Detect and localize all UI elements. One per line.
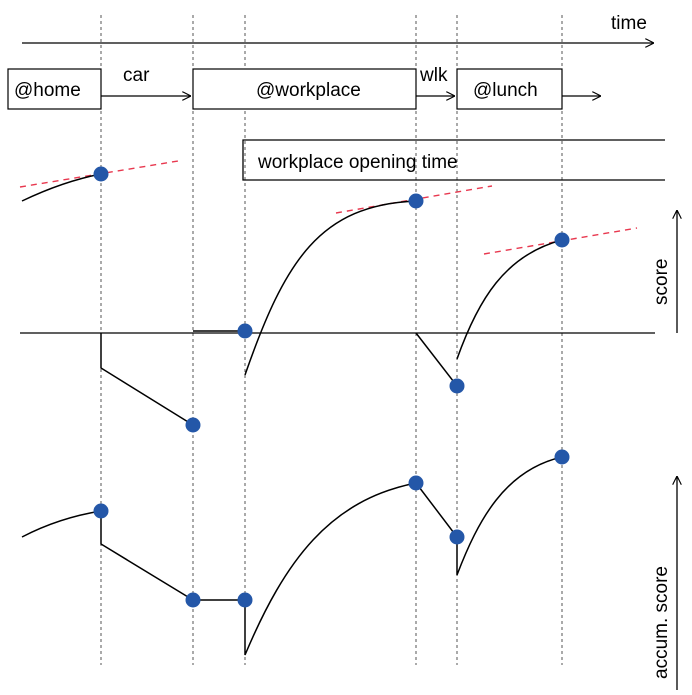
- score-point: [185, 417, 201, 433]
- score-axis-label: score: [651, 259, 672, 305]
- car-travel-disutility: [100, 333, 194, 426]
- accum-score-point: [554, 449, 570, 465]
- score-point: [554, 232, 570, 248]
- lunch-utility-curve: [456, 239, 563, 360]
- accum-score-point: [185, 592, 201, 608]
- accum-score-point: [408, 475, 424, 491]
- score-panel: score: [19, 160, 677, 433]
- accum-score-point: [449, 529, 465, 545]
- activity-label-home: @home: [14, 80, 81, 101]
- activity-label-lunch: @lunch: [473, 80, 538, 101]
- accum-axis-label: accum. score: [651, 566, 672, 679]
- home-utility-curve: [21, 173, 102, 202]
- walk-travel-disutility: [415, 332, 458, 387]
- work-utility-curve: [244, 200, 417, 376]
- time-axis: time: [22, 13, 654, 43]
- activity-box-lunch: [456, 68, 563, 110]
- score-point: [449, 378, 465, 394]
- opening-time-bracket: [242, 139, 665, 181]
- activity-plan: @home car @workplace wlk @lunch: [7, 65, 601, 110]
- travel-label-walk: wlk: [419, 65, 448, 86]
- travel-label-car: car: [123, 65, 150, 86]
- accum-score-curve: [21, 456, 563, 656]
- time-guides: [100, 15, 563, 665]
- activity-box-workplace: [192, 68, 417, 110]
- accum-score-point: [93, 503, 109, 519]
- score-point: [237, 323, 253, 339]
- score-point: [93, 166, 109, 182]
- opening-time-label: workplace opening time: [257, 152, 458, 173]
- accum-score-panel: accum. score: [21, 449, 677, 690]
- time-axis-label: time: [611, 13, 647, 34]
- accum-score-point: [237, 592, 253, 608]
- opening-time-window: workplace opening time: [242, 139, 665, 181]
- activity-box-home: [7, 68, 102, 110]
- activity-label-workplace: @workplace: [256, 80, 361, 101]
- score-point: [408, 193, 424, 209]
